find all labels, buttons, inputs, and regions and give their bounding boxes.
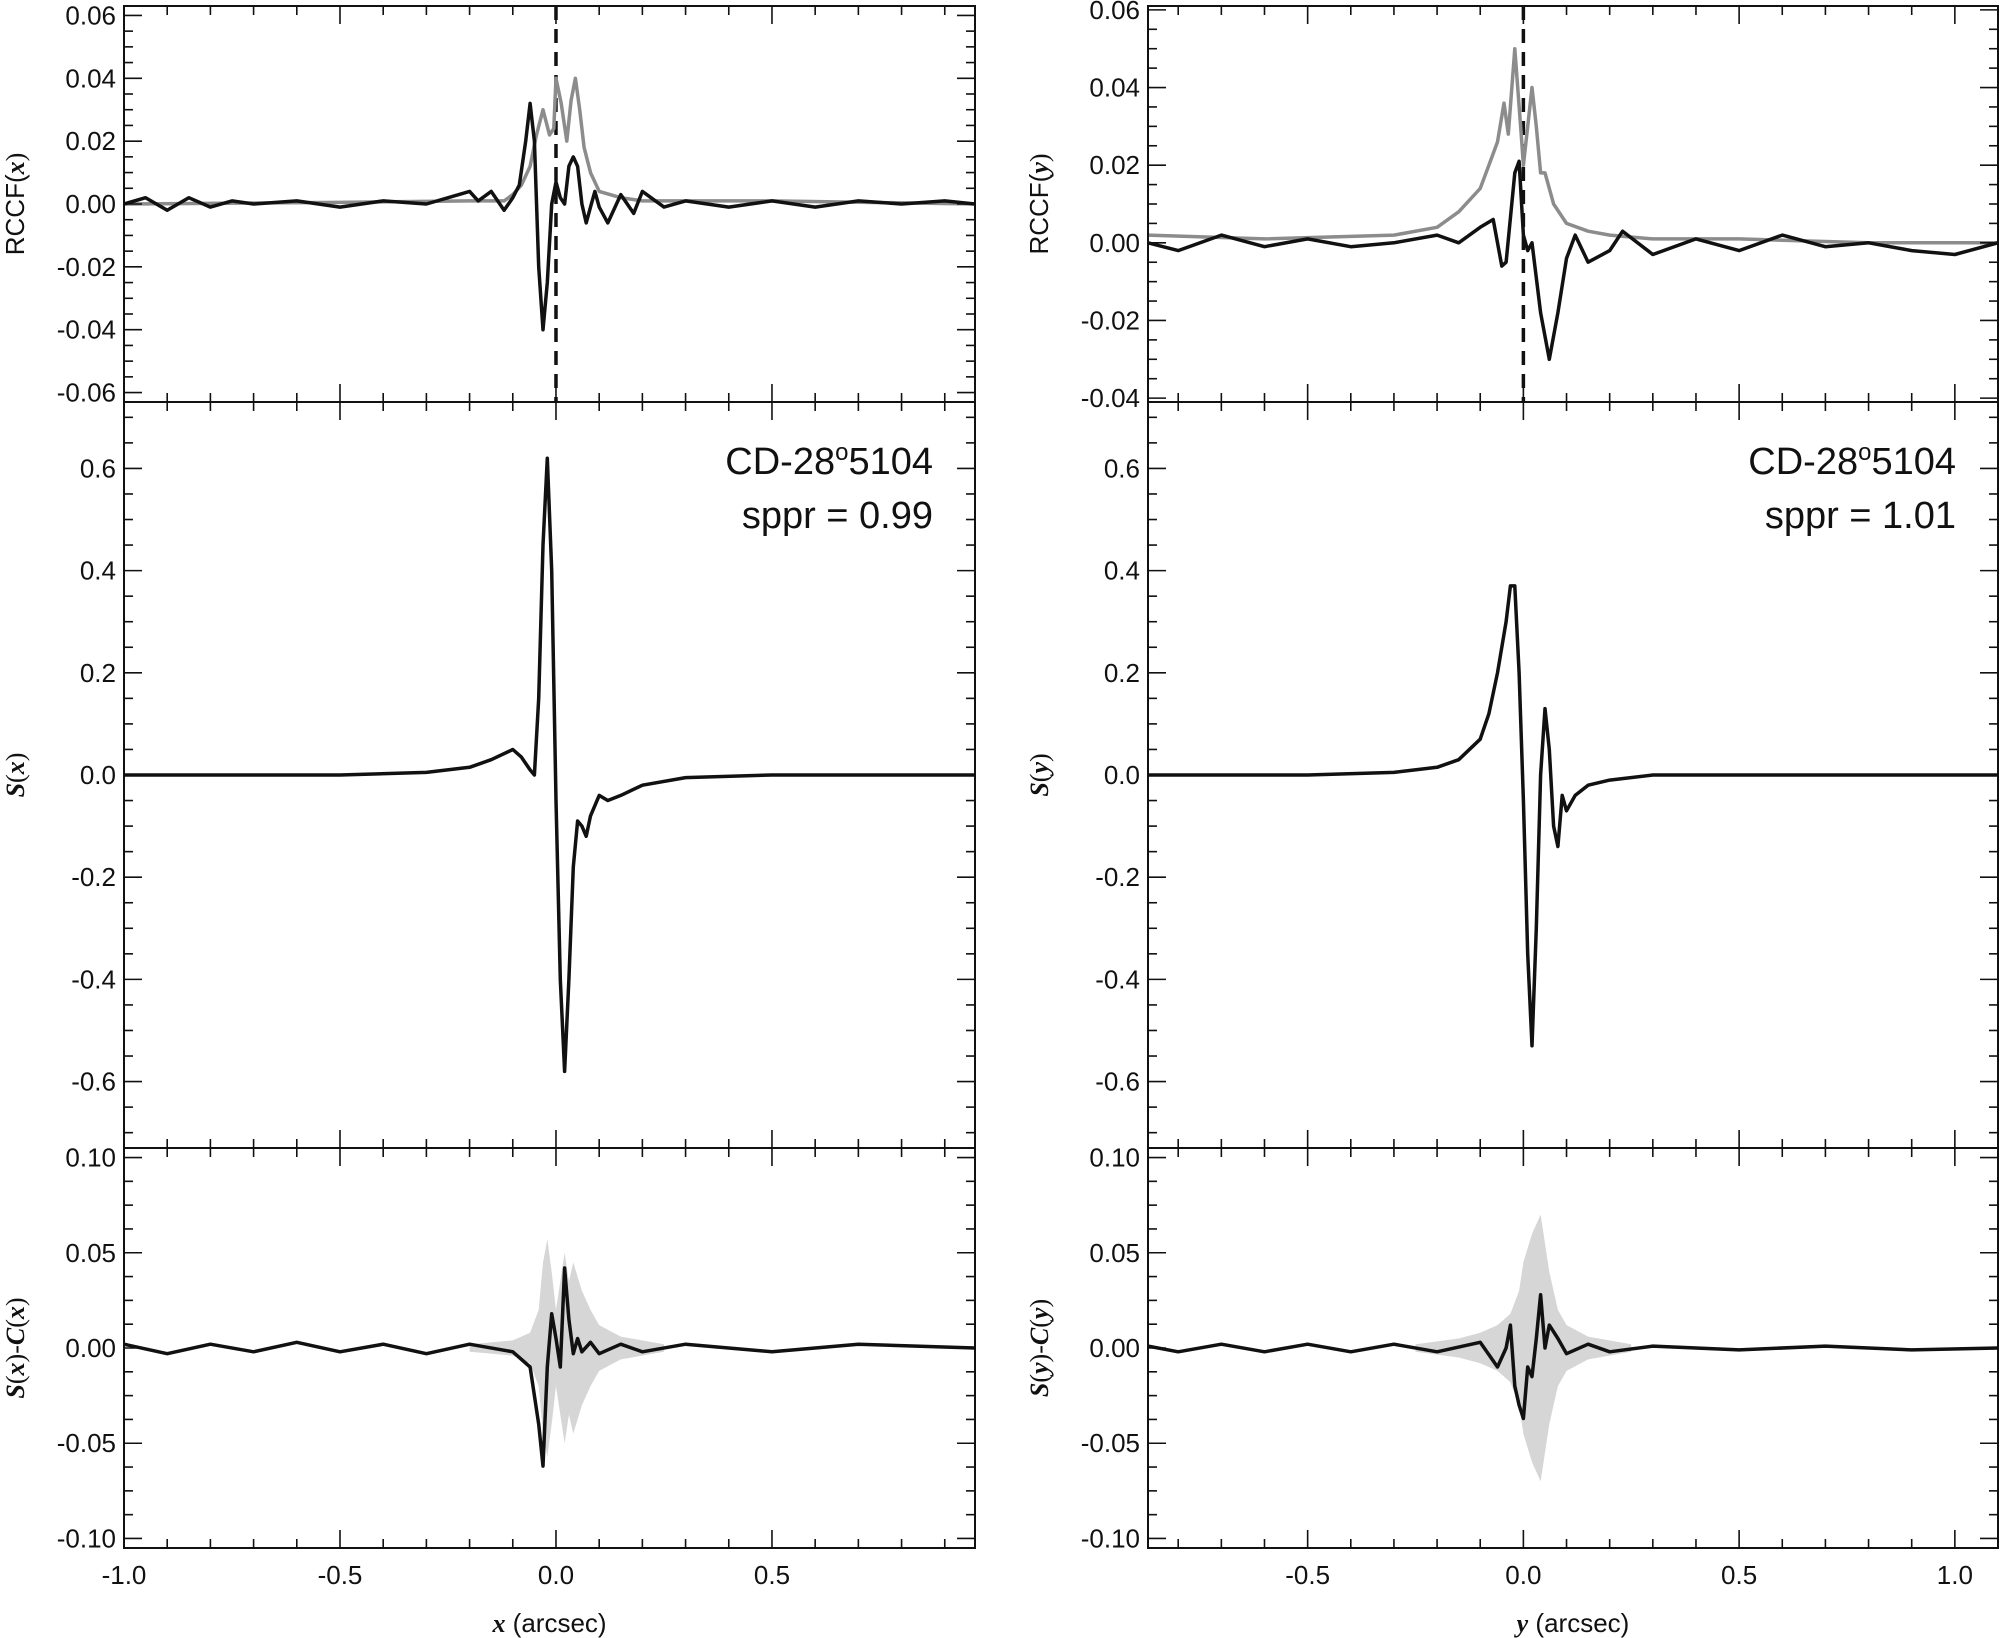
y-res-xtick-label: -0.5 xyxy=(1285,1560,1330,1590)
x-res-ytick-label: -0.05 xyxy=(57,1428,116,1458)
y-res-ytick-label: -0.10 xyxy=(1081,1523,1140,1553)
y-rccf-ytick-label: -0.04 xyxy=(1081,383,1140,413)
x-res-ytick-label: 0.05 xyxy=(65,1238,116,1268)
x-s-ytick-label: -0.6 xyxy=(71,1067,116,1097)
y-s-ytick-label: -0.6 xyxy=(1095,1067,1140,1097)
x-s-ytick-label: -0.4 xyxy=(71,964,116,994)
x-s-annotation-sppr: sppr = 0.99 xyxy=(742,495,933,537)
y-rccf-ylabel: RCCF(y) xyxy=(1024,153,1054,254)
x-res-xtick-label: 0.5 xyxy=(754,1560,790,1590)
x-rccf-ytick-label: -0.04 xyxy=(57,315,116,345)
y-s-ytick-label: 0.0 xyxy=(1104,760,1140,790)
x-rccf-ytick-label: -0.06 xyxy=(57,378,116,408)
x-res-ytick-label: -0.10 xyxy=(57,1523,116,1553)
x-rccf-ytick-label: -0.02 xyxy=(57,252,116,282)
y-res-xtick-label: 0.0 xyxy=(1505,1560,1541,1590)
y-s-ytick-label: 0.6 xyxy=(1104,453,1140,483)
x-s-ytick-label: 0.2 xyxy=(80,658,116,688)
y-rccf-series-gray-line xyxy=(1148,46,1998,245)
x-res-ytick-label: 0.10 xyxy=(65,1143,116,1173)
x-rccf-ytick-label: 0.02 xyxy=(65,126,116,156)
x-s-annotation-star: CD-28o5104 xyxy=(725,439,933,483)
x-rccf-ytick-label: 0.04 xyxy=(65,63,116,93)
x-res-uncertainty-band xyxy=(469,1239,664,1457)
y-s-ytick-label: 0.2 xyxy=(1104,658,1140,688)
x-res-xtick-label: -0.5 xyxy=(318,1560,363,1590)
y-rccf-frame xyxy=(1147,5,1999,403)
x-rccf-series-black-line xyxy=(124,101,975,332)
x-res-panel: 0.10 0.05 0.00 -0.05 -0.10 -1.0 -0.5 0.0 0.5 S(x)… xyxy=(1,1143,976,1638)
x-rccf-panel: 0.06 0.04 0.02 0.00 -0.02 -0.04 -0.06 RCCF(x) xyxy=(0,0,976,408)
x-rccf-ylabel: RCCF(x) xyxy=(0,153,30,256)
y-res-xtick-label: 1.0 xyxy=(1937,1560,1973,1590)
x-res-series-black-line xyxy=(124,1266,975,1468)
y-rccf-panel: 0.06 0.04 0.02 0.00 -0.02 -0.04 RCCF(y) xyxy=(1024,0,1999,413)
x-s-ytick-label: 0.6 xyxy=(80,453,116,483)
y-rccf-ytick-label: 0.00 xyxy=(1089,228,1140,258)
x-res-ylabel: S(x)-C(x) xyxy=(1,1297,30,1398)
y-rccf-ytick-label: 0.02 xyxy=(1089,150,1140,180)
y-s-ylabel: S(y) xyxy=(1025,753,1054,796)
x-res-xtick-label: 0.0 xyxy=(538,1560,574,1590)
x-res-xtick-label: -1.0 xyxy=(102,1560,147,1590)
x-s-ytick-label: 0.0 xyxy=(80,760,116,790)
y-res-xtick-label: 0.5 xyxy=(1721,1560,1757,1590)
x-s-series-black-line xyxy=(124,456,975,1074)
x-rccf-ytick-label: 0.00 xyxy=(65,189,116,219)
x-res-xlabel: x (arcsec) xyxy=(491,1608,606,1638)
y-res-ytick-label: 0.10 xyxy=(1089,1143,1140,1173)
y-res-xlabel: y (arcsec) xyxy=(1514,1608,1630,1638)
y-s-annotation-sppr: sppr = 1.01 xyxy=(1765,495,1956,537)
y-s-ytick-label: -0.2 xyxy=(1095,862,1140,892)
y-rccf-ytick-label: 0.06 xyxy=(1089,0,1140,25)
y-s-panel: 0.6 0.4 0.2 0.0 -0.2 -0.4 -0.6 S(y) CD-28o5104 sp… xyxy=(1025,401,1999,1149)
y-res-uncertainty-band xyxy=(1415,1214,1632,1482)
y-s-ytick-label: 0.4 xyxy=(1104,556,1140,586)
x-s-ytick-label: -0.2 xyxy=(71,862,116,892)
y-s-series-black-line xyxy=(1148,584,1998,1048)
y-res-series-black-line xyxy=(1148,1292,1998,1421)
x-res-ytick-label: 0.00 xyxy=(65,1333,116,1363)
y-rccf-ytick-label: -0.02 xyxy=(1081,305,1140,335)
y-res-ylabel: S(y)-C(y) xyxy=(1025,1299,1054,1397)
x-s-ytick-label: 0.4 xyxy=(80,556,116,586)
y-res-ytick-label: -0.05 xyxy=(1081,1428,1140,1458)
y-rccf-series-black-line xyxy=(1148,159,1998,362)
y-res-panel: 0.10 0.05 0.00 -0.05 -0.10 -0.5 0.0 0.5 1.0 S(y)-… xyxy=(1025,1143,1999,1638)
x-s-panel: 0.6 0.4 0.2 0.0 -0.2 -0.4 -0.6 S(x) CD-28o5104 sp… xyxy=(1,401,976,1149)
x-s-ylabel: S(x) xyxy=(1,753,30,798)
x-rccf-series-gray-line xyxy=(124,76,975,206)
y-s-ytick-label: -0.4 xyxy=(1095,964,1140,994)
y-rccf-ytick-label: 0.04 xyxy=(1089,73,1140,103)
y-s-annotation-star: CD-28o5104 xyxy=(1748,439,1956,483)
y-res-ytick-label: 0.05 xyxy=(1089,1238,1140,1268)
y-res-ytick-label: 0.00 xyxy=(1089,1333,1140,1363)
x-rccf-ytick-label: 0.06 xyxy=(65,0,116,30)
